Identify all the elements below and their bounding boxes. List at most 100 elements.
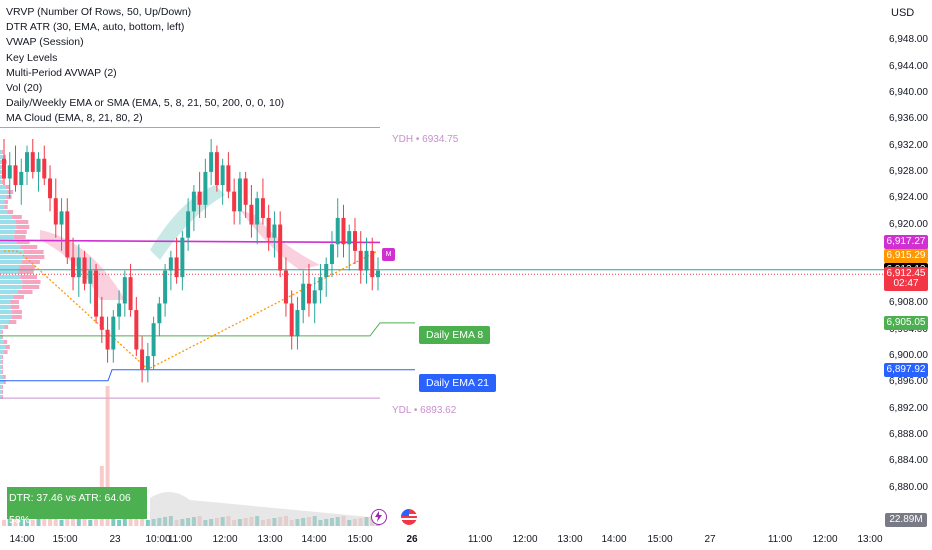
profile-bar-up: [0, 175, 2, 179]
indicator-vrvp[interactable]: VRVP (Number Of Rows, 50, Up/Down): [6, 6, 192, 18]
profile-bar-up: [0, 370, 2, 374]
profile-bar-up: [0, 365, 2, 369]
volume-bar: [7, 519, 12, 526]
time-axis-label: 26: [406, 534, 418, 545]
candle-body: [243, 178, 248, 205]
lightning-icon[interactable]: [371, 509, 387, 525]
candle-body: [370, 250, 375, 278]
candle-body: [134, 310, 139, 350]
volume-bar: [25, 516, 30, 526]
profile-bar-down: [1, 330, 3, 334]
price-axis-label: 6,932.00: [889, 139, 928, 151]
indicator-vol[interactable]: Vol (20): [6, 82, 43, 95]
candle-body: [249, 204, 254, 225]
profile-bar-down: [23, 250, 44, 254]
avwap-line: [4, 250, 379, 371]
volume-bar: [111, 516, 116, 526]
profile-bar-up: [0, 185, 6, 189]
profile-bar-down: [1, 180, 3, 184]
candle-body: [283, 270, 288, 304]
time-axis-label: 13:00: [857, 534, 883, 545]
candle-body: [312, 290, 317, 304]
price-axis-label: 6,908.00: [889, 297, 928, 309]
time-axis-label: 14:00: [601, 534, 627, 545]
volume-bar: [134, 517, 139, 526]
profile-bar-up: [0, 325, 5, 329]
profile-bar-down: [1, 335, 4, 339]
profile-bar-down: [3, 375, 6, 379]
candle-body: [111, 316, 116, 350]
candle-body: [2, 158, 6, 179]
profile-bar-down: [17, 290, 33, 294]
candle-body: [272, 224, 277, 238]
time-axis-label: 14:00: [301, 534, 327, 545]
volume-bar: [65, 519, 70, 526]
profile-bar-down: [12, 310, 22, 314]
profile-bar-down: [22, 280, 41, 284]
profile-bar-down: [11, 215, 22, 219]
price-axis-label: 6,900.00: [889, 350, 928, 362]
profile-bar-down: [15, 220, 29, 224]
candle-body: [122, 277, 127, 304]
time-axis-label: 10:00: [145, 534, 171, 545]
candle-body: [255, 198, 260, 225]
daily-ema8-line: [0, 322, 415, 337]
profile-bar-down: [5, 345, 10, 349]
candle-body: [364, 250, 369, 271]
us-flag-icon[interactable]: [401, 509, 417, 525]
profile-bar-up: [0, 165, 2, 169]
volume-bar: [48, 517, 53, 526]
indicator-vwap[interactable]: VWAP (Session): [6, 36, 84, 49]
indicator-avwap[interactable]: Multi-Period AVWAP (2): [6, 66, 117, 79]
profile-bar-down: [1, 395, 3, 399]
indicator-list: VRVP (Number Of Rows, 50, Up/Down) DTR A…: [6, 5, 284, 127]
profile-bar-up: [0, 315, 12, 319]
vwap-line: [0, 239, 381, 244]
volume-bar: [30, 520, 35, 526]
candle-body: [168, 257, 173, 271]
price-tag: 02:47: [884, 277, 928, 292]
candle-body: [36, 158, 41, 172]
candle-body: [289, 303, 294, 337]
profile-bar-up: [0, 270, 19, 274]
indicator-dtr-atr[interactable]: DTR ATR (30, EMA, auto, bottom, left): [6, 21, 185, 34]
currency-label[interactable]: USD: [891, 7, 915, 19]
profile-bar-down: [16, 225, 30, 229]
candle-body: [128, 277, 133, 311]
time-axis-label: 12:00: [212, 534, 238, 545]
profile-bar-down: [1, 370, 3, 374]
volume-bar: [19, 517, 24, 526]
profile-bar-up: [0, 250, 24, 254]
profile-bar-up: [0, 230, 15, 234]
candle-body: [25, 152, 30, 172]
profile-bar-up: [0, 350, 5, 354]
time-axis-label: 11:00: [467, 534, 493, 545]
indicator-daily-weekly-ema[interactable]: Daily/Weekly EMA or SMA (EMA, 5, 8, 21, …: [6, 97, 285, 110]
volume-value-tag: 22.89M: [885, 513, 927, 527]
profile-bar-up: [0, 255, 25, 259]
profile-bar-down: [16, 240, 30, 244]
candle-body: [260, 198, 265, 218]
time-axis-label: 14:00: [9, 534, 35, 545]
time-axis-label: 15:00: [347, 534, 373, 545]
profile-bar-down: [1, 365, 3, 369]
candle-body: [324, 264, 329, 278]
daily-ema21-line: [0, 369, 415, 382]
candle-body: [341, 217, 346, 245]
profile-bar-up: [0, 220, 16, 224]
price-axis-label: 6,888.00: [889, 429, 928, 441]
price-axis-label: 6,948.00: [889, 34, 928, 46]
volume-bar: [140, 516, 145, 526]
indicator-key-levels[interactable]: Key Levels: [6, 51, 58, 64]
volume-bar: [36, 519, 41, 526]
candle-body: [180, 237, 185, 278]
indicator-lines: [0, 126, 884, 399]
vwap-marker[interactable]: M: [382, 248, 395, 261]
volume-bar: [145, 520, 150, 526]
price-axis-label: 6,892.00: [889, 402, 928, 414]
profile-bar-up: [0, 380, 4, 384]
indicator-ma-cloud[interactable]: MA Cloud (EMA, 8, 21, 80, 2): [6, 112, 143, 125]
profile-bar-up: [0, 225, 17, 229]
profile-bar-down: [3, 340, 8, 344]
